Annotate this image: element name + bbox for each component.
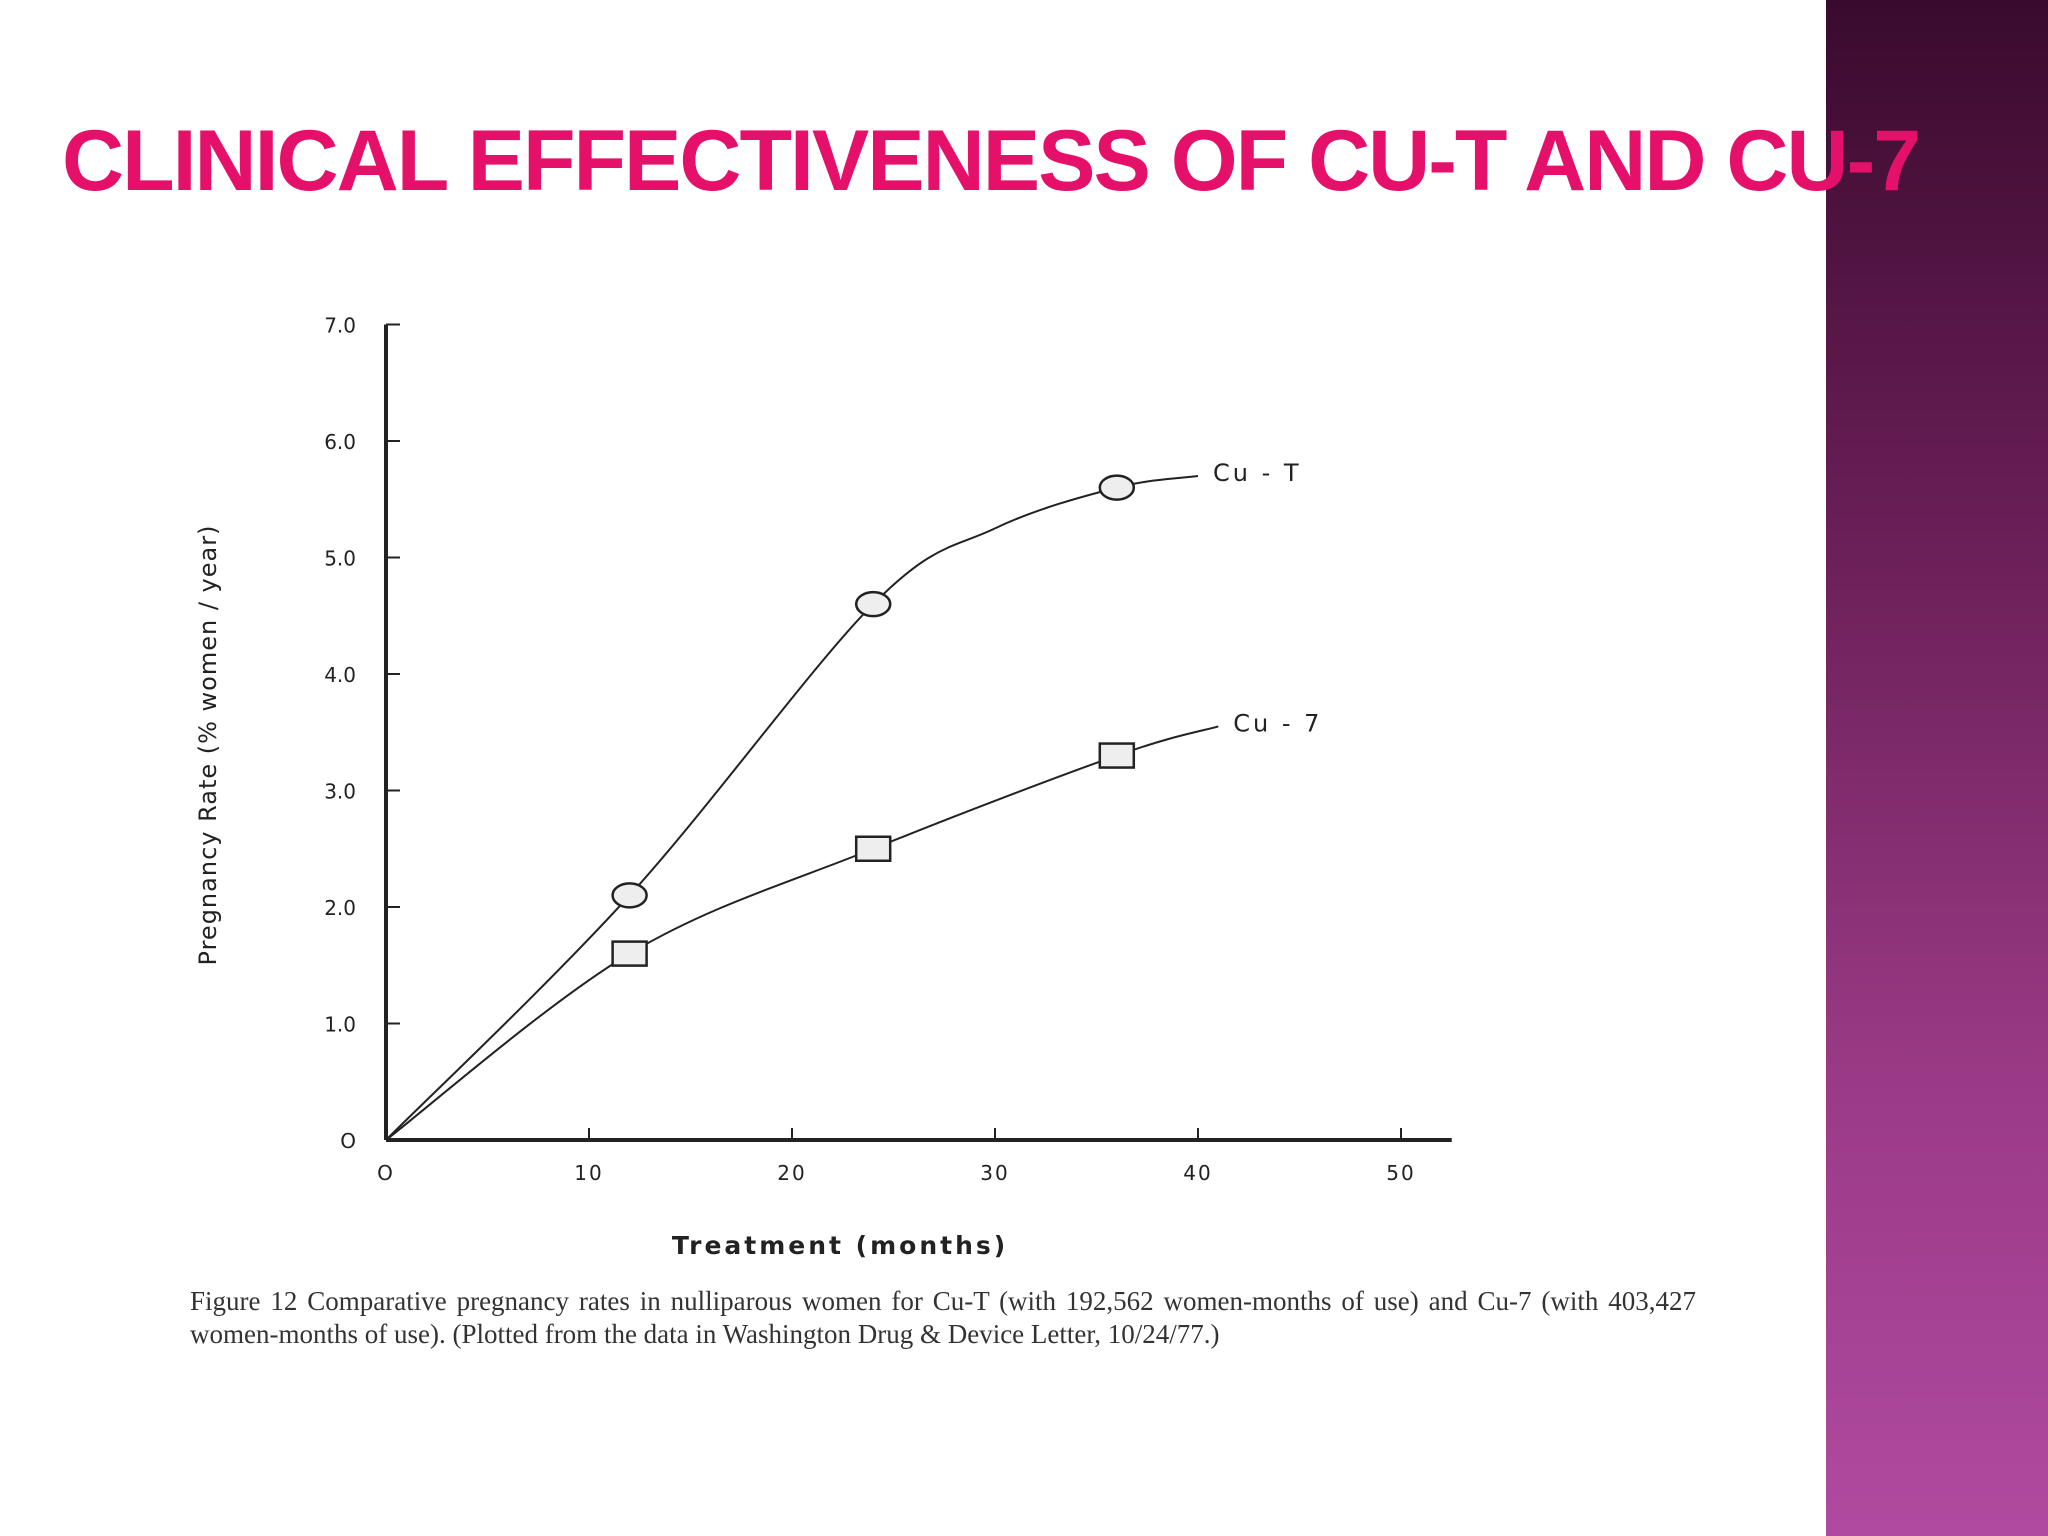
series-label-cu-t: Cu - T xyxy=(1213,459,1302,487)
data-point-cu-7 xyxy=(1098,742,1136,769)
y-tick-label: O xyxy=(340,1129,356,1153)
slide-title: CLINICAL EFFECTIVENESS OF CU-T AND CU-7 xyxy=(62,113,1921,209)
data-point-cu-t xyxy=(1098,474,1136,501)
data-point-cu-t xyxy=(854,590,892,618)
data-point-cu-7 xyxy=(611,940,648,967)
x-tick-label: O xyxy=(377,1161,395,1185)
data-point-cu-t xyxy=(611,882,648,909)
series-label-cu-7: Cu - 7 xyxy=(1233,709,1322,737)
series-line-cu-7 xyxy=(385,725,1219,1141)
data-point-cu-7 xyxy=(854,835,892,862)
y-tick-label: 7.0 xyxy=(324,314,356,338)
x-tick-label: 20 xyxy=(777,1161,806,1185)
x-tick-label: 10 xyxy=(574,1161,603,1185)
y-tick-label: 6.0 xyxy=(324,430,356,454)
x-tick-label: 50 xyxy=(1386,1161,1415,1185)
decorative-side-bar xyxy=(1826,0,2048,1536)
x-tick-label: 40 xyxy=(1183,1161,1212,1185)
y-tick-label: 2.0 xyxy=(324,896,356,920)
y-tick-label: 5.0 xyxy=(324,547,356,571)
x-tick-label: 30 xyxy=(980,1161,1009,1185)
y-tick-label: 1.0 xyxy=(324,1013,356,1037)
x-axis-title: Treatment (months) xyxy=(672,1231,1008,1260)
y-tick-label: 4.0 xyxy=(324,663,356,687)
y-axis-title: Pregnancy Rate (% women / year) xyxy=(194,525,222,966)
figure-caption: Figure 12 Comparative pregnancy rates in… xyxy=(190,1286,1696,1349)
y-tick-label: 3.0 xyxy=(324,780,356,804)
